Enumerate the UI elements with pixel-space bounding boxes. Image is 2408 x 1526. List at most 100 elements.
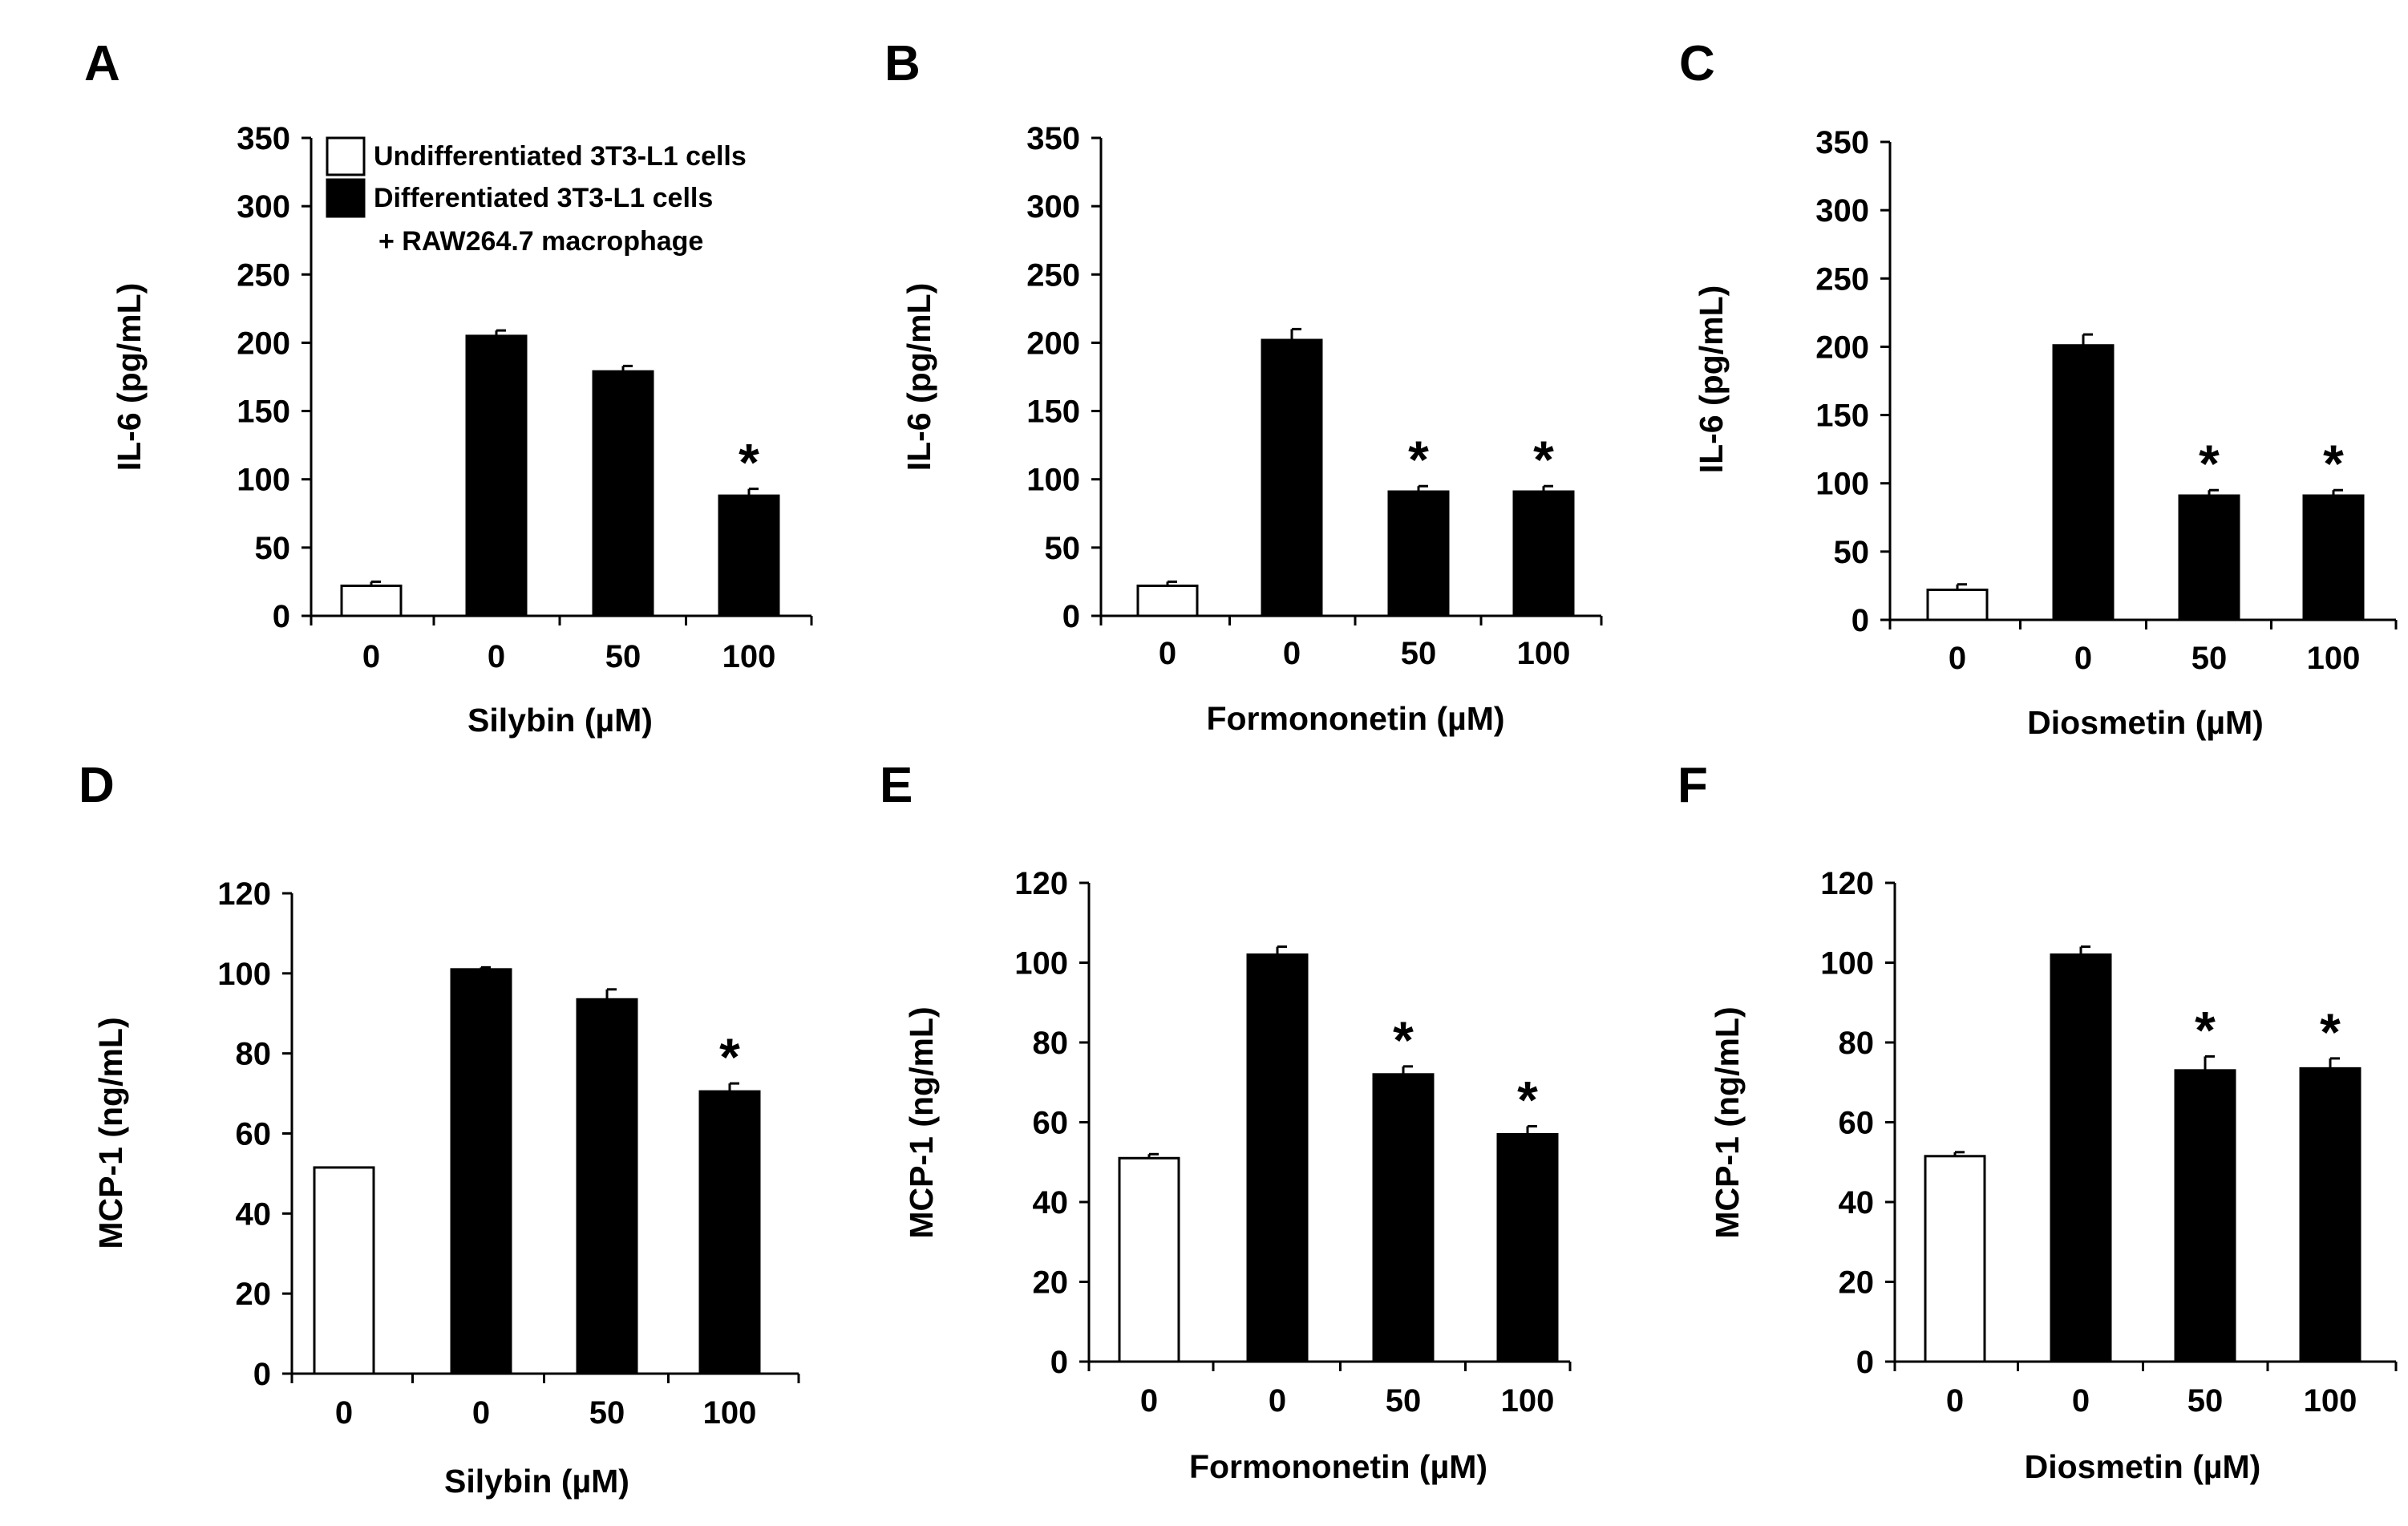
significance-star: *: [1533, 430, 1554, 489]
bar: [1924, 1155, 1986, 1363]
y-tick-label: 150: [1026, 395, 1080, 430]
x-axis-label: Formononetin (µM): [1206, 700, 1504, 737]
panel-b: B 0 50 100 150 200 250 300 350 0 0 * 50 * 100 Formonone…: [884, 36, 1603, 737]
y-tick-label: 40: [236, 1196, 272, 1232]
panel-e: E 0 20 40 60 80 100 120 0 0 * 50 * 100 Formononetin (µ…: [880, 758, 1572, 1485]
bar: [1118, 1156, 1180, 1363]
bar: [313, 1166, 375, 1375]
y-tick-label: 50: [1834, 535, 1870, 570]
significance-star: *: [739, 433, 759, 492]
significance-star: *: [1393, 1010, 1414, 1070]
bar: [2302, 494, 2365, 621]
y-axis-label: MCP-1 (ng/mL): [92, 1017, 129, 1249]
y-tick-label: 20: [1033, 1265, 1069, 1301]
x-tick-label: 0: [2074, 641, 2092, 676]
panel-c: C 0 50 100 150 200 250 300 350 0 0 * 50 * 100 Diosmetin…: [1679, 36, 2398, 741]
y-tick-label: 0: [273, 599, 290, 634]
bar: [1512, 490, 1575, 617]
y-tick-label: 0: [1062, 599, 1080, 634]
y-tick-label: 60: [236, 1117, 272, 1152]
bar: [576, 998, 638, 1375]
y-tick-label: 80: [1033, 1026, 1069, 1061]
bar: [450, 968, 512, 1375]
y-tick-label: 300: [1815, 193, 1869, 229]
y-tick-label: 150: [237, 395, 290, 430]
significance-star: *: [2195, 1000, 2216, 1059]
y-axis-label: MCP-1 (ng/mL): [1709, 1006, 1746, 1238]
panel-a: A 0 50 100 150 200 250 300 350 0 0 50 * 100 Silybin (µ…: [84, 36, 813, 739]
bar: [2174, 1069, 2236, 1363]
y-tick-label: 250: [1815, 261, 1869, 297]
x-tick-label: 0: [472, 1395, 490, 1431]
significance-star: *: [2323, 434, 2344, 493]
x-tick-label: 50: [1386, 1383, 1422, 1419]
y-tick-label: 60: [1839, 1106, 1875, 1141]
x-tick-label: 0: [1159, 636, 1176, 671]
legend-swatch: [326, 136, 366, 176]
y-tick-label: 100: [1014, 946, 1068, 982]
bar: [2050, 953, 2112, 1363]
x-axis-label: Silybin (µM): [467, 702, 653, 739]
x-tick-label: 0: [1283, 636, 1301, 671]
x-tick-label: 0: [1269, 1383, 1286, 1419]
x-tick-label: 0: [1949, 641, 1966, 676]
bar: [2299, 1067, 2361, 1363]
bar: [718, 494, 780, 617]
bar: [2178, 494, 2240, 621]
x-tick-label: 100: [722, 639, 776, 674]
x-tick-label: 0: [488, 639, 505, 674]
y-tick-label: 40: [1839, 1185, 1875, 1220]
panel-letter: A: [84, 36, 120, 91]
y-tick-label: 60: [1033, 1106, 1069, 1141]
legend: Undifferentiated 3T3-L1 cells Differentia…: [326, 136, 747, 257]
y-tick-label: 300: [237, 189, 290, 225]
bar: [592, 370, 654, 617]
y-tick-label: 20: [1839, 1265, 1875, 1301]
significance-star: *: [1517, 1070, 1538, 1129]
x-axis-label: Diosmetin (µM): [2025, 1448, 2261, 1485]
x-tick-label: 100: [2307, 641, 2361, 676]
panel-letter: B: [884, 36, 921, 91]
x-tick-label: 0: [1140, 1383, 1158, 1419]
bar: [340, 585, 403, 617]
y-tick-label: 350: [1026, 121, 1080, 156]
x-tick-label: 100: [703, 1395, 757, 1431]
y-tick-label: 200: [237, 326, 290, 361]
y-tick-label: 350: [237, 121, 290, 156]
bar: [1926, 589, 1989, 621]
y-tick-label: 120: [1820, 866, 1874, 901]
y-tick-label: 100: [217, 957, 271, 992]
x-tick-label: 50: [1401, 636, 1437, 671]
y-tick-label: 300: [1026, 189, 1080, 225]
panel-letter: F: [1678, 758, 1708, 813]
bar: [1246, 953, 1309, 1363]
bar: [1387, 490, 1450, 617]
legend-label: Undifferentiated 3T3-L1 cells: [374, 141, 747, 172]
legend-sublabel: + RAW264.7 macrophage: [378, 226, 703, 257]
y-tick-label: 150: [1815, 399, 1869, 434]
bar: [698, 1090, 761, 1375]
bar: [1372, 1073, 1435, 1363]
y-axis-label: IL-6 (pg/mL): [1693, 285, 1730, 474]
y-tick-label: 120: [1014, 866, 1068, 901]
panel-f: F 0 20 40 60 80 100 120 0 0 * 50 * 100 Diosmetin (µM) M…: [1678, 758, 2398, 1485]
x-axis-label: Formononetin (µM): [1189, 1448, 1487, 1485]
y-axis-label: IL-6 (pg/mL): [111, 283, 148, 472]
legend-swatch: [326, 178, 366, 218]
y-tick-label: 350: [1815, 125, 1869, 160]
x-tick-label: 50: [589, 1395, 625, 1431]
y-tick-label: 100: [1026, 463, 1080, 498]
y-tick-label: 40: [1033, 1185, 1069, 1220]
bar: [465, 334, 528, 617]
bar: [2052, 344, 2115, 621]
panel-letter: C: [1679, 36, 1715, 91]
x-tick-label: 0: [362, 639, 380, 674]
y-tick-label: 0: [1050, 1345, 1068, 1380]
y-tick-label: 200: [1026, 326, 1080, 361]
x-tick-label: 100: [2304, 1383, 2357, 1419]
y-tick-label: 0: [253, 1357, 271, 1392]
significance-star: *: [2320, 1002, 2341, 1062]
y-tick-label: 20: [236, 1277, 272, 1312]
x-tick-label: 0: [2072, 1383, 2090, 1419]
